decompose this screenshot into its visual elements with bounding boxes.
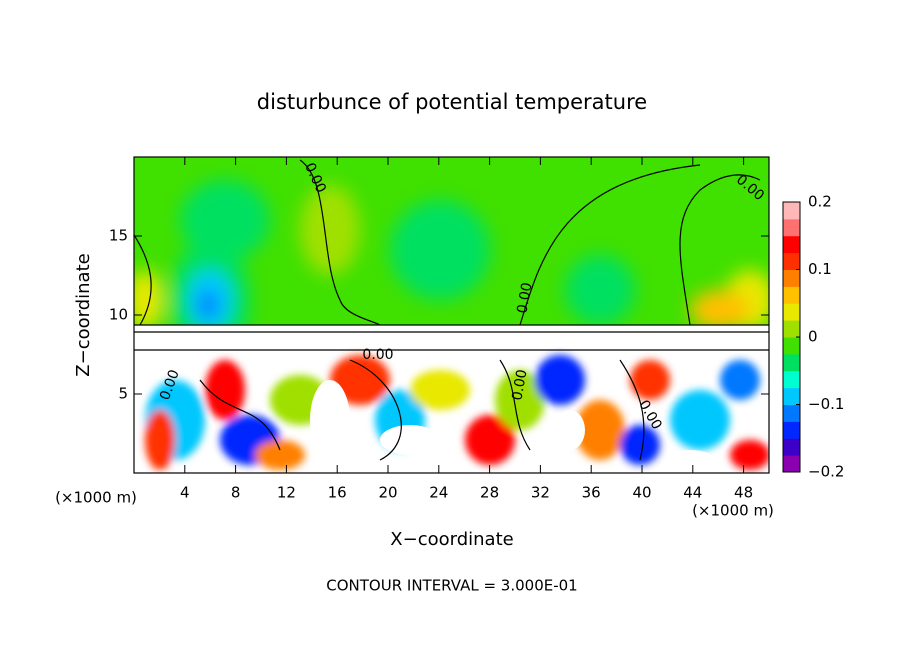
- contour-label: 0.00: [509, 368, 530, 401]
- colorbar-segment: [783, 320, 800, 338]
- colorbar-segment: [783, 218, 800, 237]
- colorbar-tick-label: 0.2: [808, 193, 832, 211]
- colorbar-segment: [783, 235, 800, 254]
- colorbar-tick-label: 0: [808, 328, 818, 346]
- contour-label: 0.00: [514, 281, 535, 314]
- x-unit: (×1000 m): [55, 489, 137, 507]
- colorbar-segment: [783, 404, 800, 422]
- colorbar-segment: [783, 286, 800, 304]
- colorbar-tick-label: 0.1: [808, 260, 832, 278]
- colorbar-segment: [783, 337, 800, 355]
- y-unit: (×1000 m): [692, 502, 774, 520]
- contour-label: 0.00: [362, 347, 393, 363]
- field: [134, 157, 769, 473]
- x-tick-label: 48: [734, 484, 753, 502]
- colorbar-segment: [783, 353, 800, 372]
- x-tick-label: 8: [231, 484, 241, 502]
- colorbar-segment: [783, 202, 800, 220]
- colorbar-segment: [783, 387, 800, 405]
- x-tick-label: 16: [328, 484, 347, 502]
- y-axis-label: Z−coordinate: [73, 253, 94, 376]
- x-tick-label: 4: [180, 484, 190, 502]
- x-tick-label: 44: [683, 484, 702, 502]
- y-tick-label: 5: [118, 385, 128, 403]
- colorbar-tick-label: −0.2: [808, 463, 844, 481]
- colorbar-tick-label: −0.1: [808, 395, 844, 413]
- x-tick-label: 32: [531, 484, 550, 502]
- x-tick-label: 12: [277, 484, 296, 502]
- x-tick-label: 40: [632, 484, 651, 502]
- colorbar-segment: [783, 421, 800, 439]
- y-tick-label: 15: [109, 227, 128, 245]
- x-axis-label: X−coordinate: [390, 529, 513, 550]
- x-tick-label: 24: [429, 484, 448, 502]
- colorbar-segment: [783, 252, 800, 270]
- footer: CONTOUR INTERVAL = 3.000E-01: [326, 577, 577, 595]
- colorbar-segment: [783, 455, 800, 473]
- x-tick-label: 28: [480, 484, 499, 502]
- colorbar-segment: [783, 303, 800, 321]
- y-tick-label: 10: [109, 306, 128, 324]
- colorbar-segment: [783, 370, 800, 389]
- colorbar-segment: [783, 438, 800, 456]
- chart-title: disturbunce of potential temperature: [257, 90, 647, 114]
- x-tick-label: 36: [582, 484, 601, 502]
- x-tick-label: 20: [378, 484, 397, 502]
- colorbar-segment: [783, 269, 800, 287]
